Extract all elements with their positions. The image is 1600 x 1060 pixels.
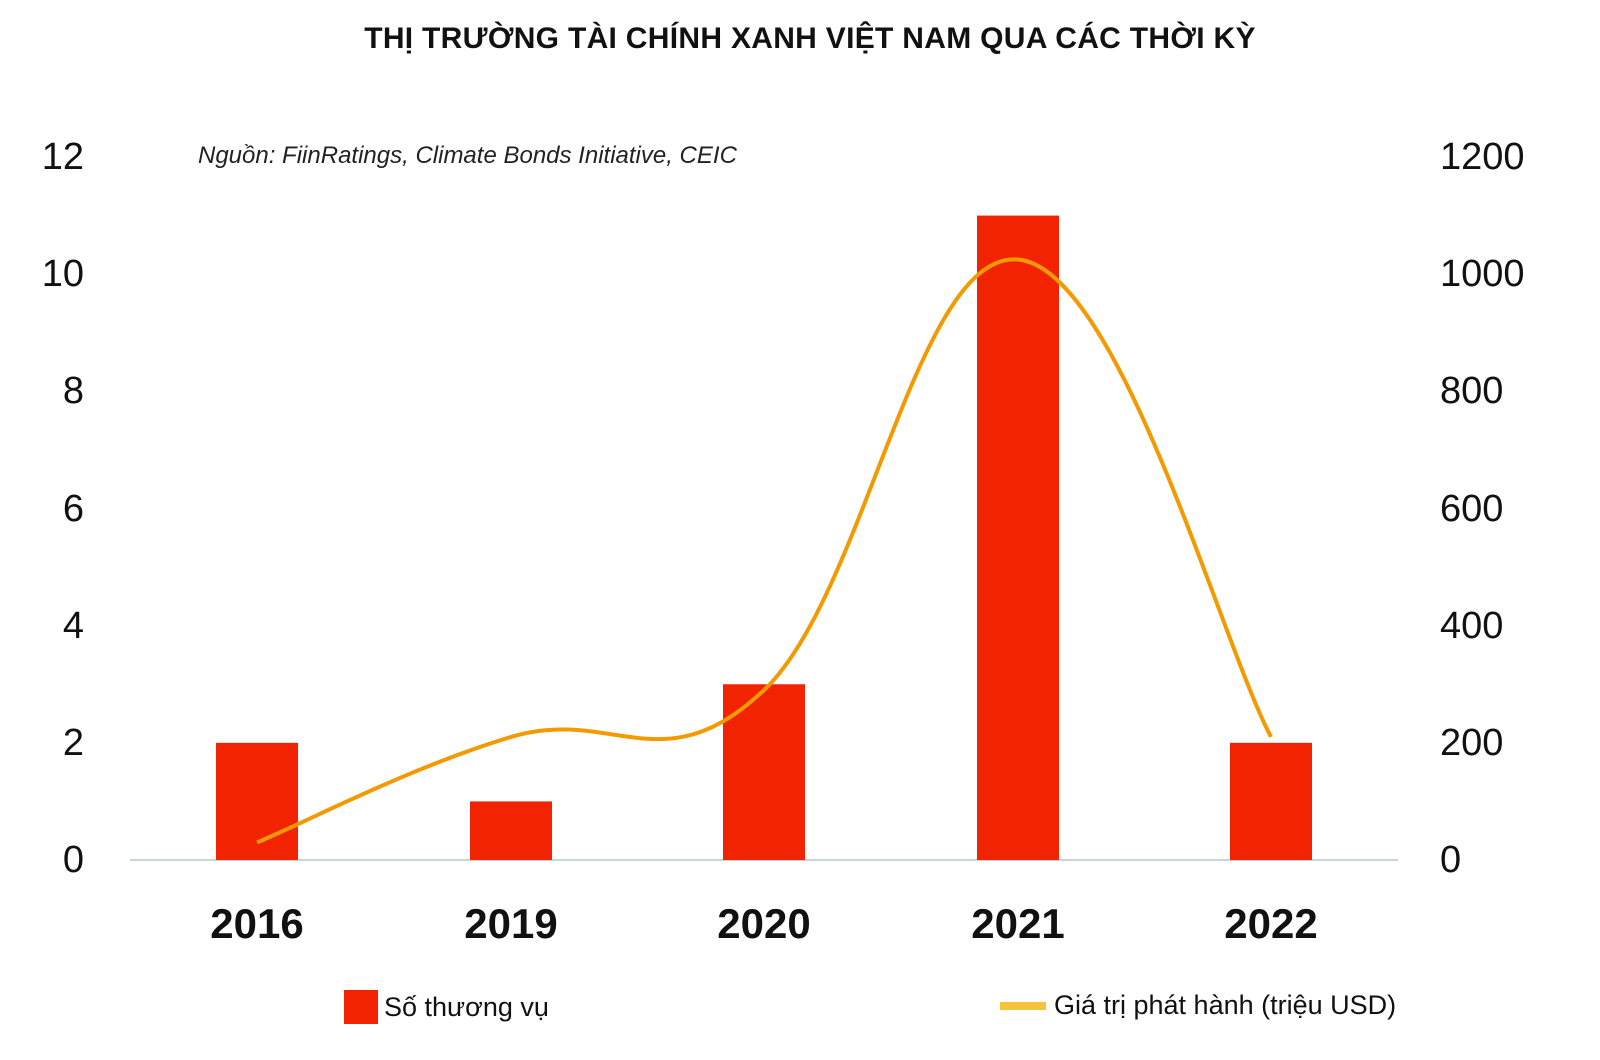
left-tick-label: 2 [62, 721, 84, 764]
legend-item-bars: Số thương vụ [344, 990, 549, 1024]
right-tick-label: 800 [1440, 370, 1504, 413]
legend-label-line: Giá trị phát hành (triệu USD) [1054, 990, 1397, 1020]
right-tick-label: 200 [1440, 721, 1504, 764]
left-tick-label: 4 [62, 604, 84, 647]
bar [470, 801, 552, 860]
x-tick-label: 2022 [1224, 900, 1318, 947]
bar [1230, 742, 1312, 860]
legend-item-line: Giá trị phát hành (triệu USD) [1000, 990, 1396, 1021]
left-tick-label: 10 [41, 253, 84, 296]
bar-swatch-icon [344, 990, 378, 1024]
right-tick-label: 600 [1440, 487, 1504, 530]
x-tick-label: 2019 [464, 900, 558, 947]
right-tick-label: 0 [1440, 839, 1462, 881]
left-tick-label: 6 [62, 487, 84, 530]
bar [977, 215, 1059, 861]
left-tick-label: 12 [41, 136, 84, 178]
bar [723, 684, 805, 860]
x-tick-label: 2016 [210, 900, 304, 947]
right-tick-label: 400 [1440, 604, 1504, 647]
line-swatch-icon [1000, 1001, 1046, 1010]
right-tick-label: 1000 [1440, 253, 1525, 296]
right-tick-label: 1200 [1440, 136, 1525, 178]
x-tick-label: 2021 [971, 900, 1065, 947]
left-tick-label: 0 [62, 839, 84, 881]
legend-label-bars: Số thương vụ [384, 991, 549, 1022]
left-tick-label: 8 [62, 370, 84, 413]
x-tick-label: 2020 [717, 900, 811, 947]
chart-title: THỊ TRƯỜNG TÀI CHÍNH XANH VIỆT NAM QUA C… [364, 22, 1256, 55]
bar-series [216, 215, 1312, 861]
source-note: Nguồn: FiinRatings, Climate Bonds Initia… [198, 142, 737, 169]
line-series [256, 257, 1273, 845]
